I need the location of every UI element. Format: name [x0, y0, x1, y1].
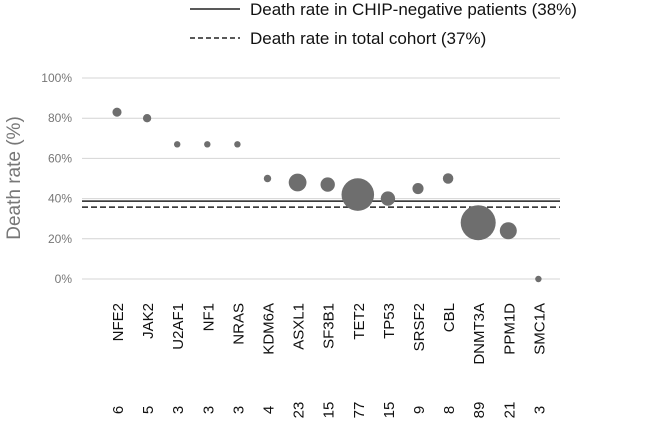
y-tick-label: 0% [55, 272, 73, 286]
sample-count-label: 8 [441, 406, 458, 414]
sample-count-label: 6 [110, 406, 127, 414]
data-points [112, 107, 542, 283]
data-point [142, 114, 152, 123]
x-tick-label: TP53 [381, 303, 398, 339]
x-tick-label: DNMT3A [471, 303, 488, 365]
x-tick-label: SF3B1 [321, 303, 338, 349]
reference-lines [82, 200, 560, 208]
y-axis-ticks: 0% 20% 40% 60% 80% 100% [41, 71, 72, 286]
x-tick-label: SMC1A [531, 303, 548, 355]
gridlines [82, 77, 560, 280]
x-tick-label: KDM6A [261, 303, 278, 355]
y-axis-label: Death rate (%) [4, 116, 25, 240]
x-tick-label: U2AF1 [170, 303, 187, 350]
x-tick-label: TET2 [351, 303, 368, 340]
legend-item-total-cohort: Death rate in total cohort (37%) [250, 29, 486, 48]
data-point [320, 177, 335, 192]
data-point [341, 178, 375, 211]
x-axis-tick-labels: NFE2 JAK2 U2AF1 NF1 NRAS KDM6A ASXL1 SF3B1 TET2 T… [110, 303, 548, 365]
sample-count-label: 89 [471, 402, 488, 419]
sample-count-label: 4 [261, 406, 278, 414]
y-tick-label: 100% [41, 71, 72, 85]
data-point [263, 174, 272, 183]
data-point [173, 141, 181, 148]
data-point [499, 222, 517, 240]
x-tick-label: SRSF2 [411, 303, 428, 351]
x-tick-label: JAK2 [140, 303, 157, 339]
data-point [442, 173, 454, 184]
sample-count-label: 3 [200, 406, 217, 414]
sample-count-label: 23 [291, 402, 308, 419]
data-point [234, 141, 241, 148]
data-point [412, 182, 424, 195]
sample-count-label: 3 [170, 406, 187, 414]
data-point [112, 107, 122, 117]
sample-counts: 6 5 3 3 3 4 23 15 77 15 9 8 89 21 3 [110, 402, 548, 419]
data-point [288, 173, 307, 192]
x-tick-label: NRAS [230, 303, 247, 345]
sample-count-label: 3 [531, 406, 548, 414]
data-point [380, 191, 396, 206]
legend: Death rate in CHIP-negative patients (38… [190, 0, 577, 48]
sample-count-label: 77 [351, 402, 368, 419]
sample-count-label: 9 [411, 406, 428, 414]
y-tick-label: 40% [48, 192, 72, 206]
x-tick-label: NF1 [200, 303, 217, 331]
data-point [204, 141, 211, 148]
sample-count-label: 21 [501, 402, 518, 419]
y-tick-label: 20% [48, 232, 72, 246]
sample-count-label: 5 [140, 406, 157, 414]
x-tick-label: NFE2 [110, 303, 127, 341]
legend-item-chip-negative: Death rate in CHIP-negative patients (38… [250, 0, 577, 19]
sample-count-label: 15 [381, 402, 398, 419]
x-tick-label: ASXL1 [291, 303, 308, 350]
sample-count-label: 15 [321, 402, 338, 419]
sample-count-label: 3 [230, 406, 247, 414]
y-tick-label: 60% [48, 151, 72, 165]
x-tick-label: CBL [441, 303, 458, 332]
x-tick-label: PPM1D [501, 303, 518, 355]
data-point [460, 205, 496, 241]
data-point [535, 275, 542, 283]
y-tick-label: 80% [48, 111, 72, 125]
